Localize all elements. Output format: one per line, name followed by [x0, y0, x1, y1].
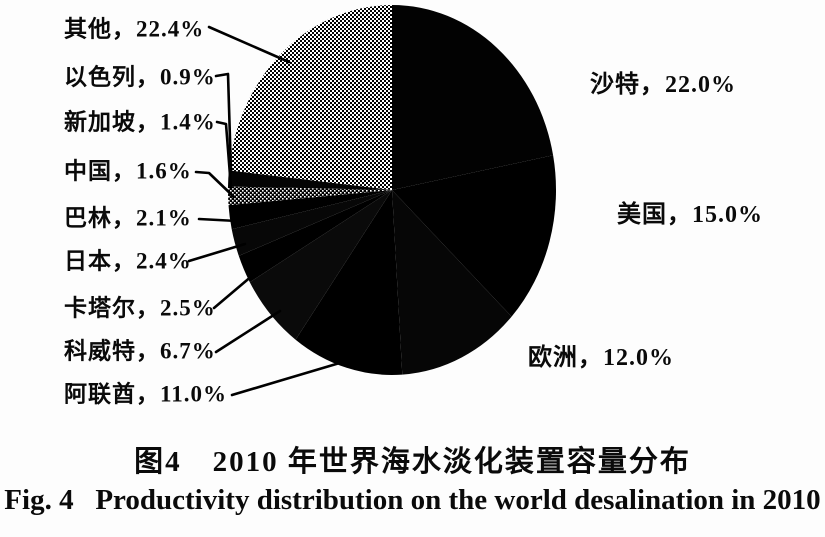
pie-chart: [187, 4, 557, 397]
pie-slice-qatar: [238, 190, 392, 283]
pie-slice-japan: [231, 190, 392, 256]
pie-slice-israel: [228, 159, 392, 190]
pie-label-usa: 美国，15.0%: [617, 202, 763, 228]
pie-label-others: 其他，22.4%: [64, 16, 205, 42]
pie-slice-kuwait: [249, 190, 392, 340]
pie-slice-others: [230, 5, 392, 190]
pie-label-qatar: 卡塔尔，2.5%: [64, 295, 216, 321]
pie-slice-singapore: [228, 170, 392, 190]
pie-label-kuwait: 科威特，6.7%: [64, 338, 216, 364]
pie-slice-bahrain: [228, 190, 392, 230]
caption-chinese: 图4 2010 年世界海水淡化装置容量分布: [134, 446, 691, 478]
pie-label-japan: 日本，2.4%: [64, 248, 192, 274]
leader-line-bahrain: [197, 217, 239, 223]
pie-slice-europe: [392, 190, 512, 375]
pie-label-singapore: 新加坡，1.4%: [64, 109, 216, 135]
leader-line-uae: [230, 360, 345, 397]
leader-line-others: [207, 25, 291, 64]
pie-label-israel: 以色列，0.9%: [64, 64, 216, 90]
pie-label-bahrain: 巴林，2.1%: [64, 205, 192, 231]
leader-line-kuwait: [214, 309, 282, 354]
pie-slice-china: [227, 186, 392, 206]
pie-label-china: 中国，1.6%: [64, 158, 192, 184]
pie-slice-uae: [295, 190, 403, 375]
leader-line-japan: [187, 242, 247, 263]
leader-line-china: [194, 170, 236, 199]
leader-line-israel: [214, 72, 233, 174]
pie-label-saudi: 沙特，22.0%: [590, 72, 736, 98]
pie-label-europe: 欧洲，12.0%: [528, 345, 674, 371]
figure-area: 沙特，22.0% 美国，15.0% 欧洲，12.0% 阿联酋，11.0% 科威特，6.7…: [64, 4, 763, 407]
pie-slice-saudi: [392, 4, 554, 190]
pie-label-uae: 阿联酋，11.0%: [64, 381, 227, 407]
caption-english: Fig. 4 Productivity distribution on the …: [4, 484, 821, 516]
leader-line-singapore: [215, 120, 233, 190]
pie-slice-usa: [392, 155, 557, 317]
leader-line-qatar: [212, 273, 255, 310]
